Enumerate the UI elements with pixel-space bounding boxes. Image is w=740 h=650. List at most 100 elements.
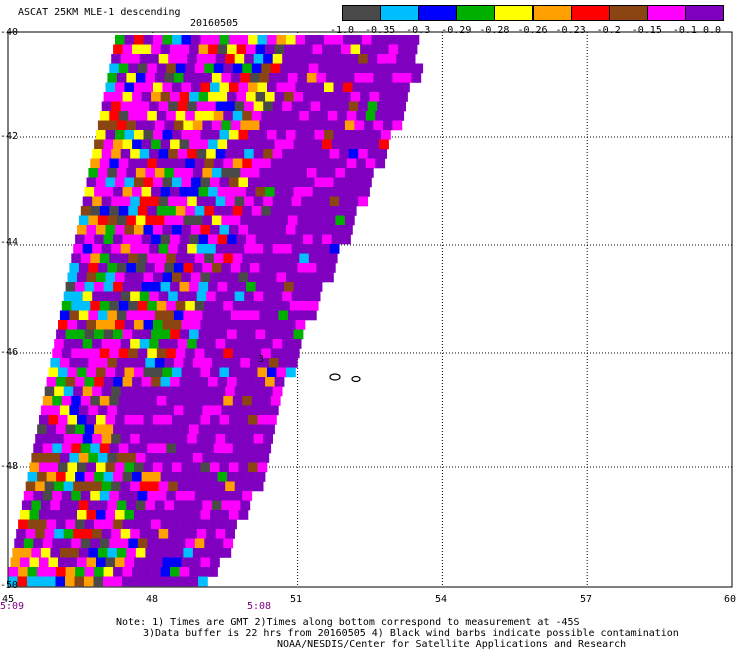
time-label-1: 5:09 [0, 601, 25, 612]
swath-cell [341, 234, 351, 245]
swath-cell [198, 519, 209, 530]
swath-cell [86, 510, 97, 520]
swath-cell [96, 557, 106, 568]
swath-cell [284, 282, 294, 292]
swath-cell [147, 158, 158, 169]
swath-cell [238, 177, 249, 188]
swath-cell [350, 92, 361, 102]
swath-cell [75, 377, 85, 387]
swath-cell [111, 291, 121, 302]
swath-cell [80, 206, 91, 216]
swath-cell [367, 149, 378, 159]
swath-cell [137, 491, 148, 501]
swath-cell [183, 215, 194, 226]
swath-cell [99, 348, 110, 359]
swath-cell [105, 272, 116, 283]
swath-cell [151, 187, 161, 197]
swath-cell [122, 377, 133, 387]
swath-cell [217, 282, 228, 292]
swath-cell [86, 320, 97, 330]
swath-cell [169, 576, 180, 587]
swath-cell [299, 158, 310, 169]
swath-cell [229, 462, 239, 473]
swath-cell [287, 168, 298, 178]
swath-cell [390, 35, 401, 45]
swath-cell [289, 253, 300, 264]
swath-cell [61, 443, 72, 454]
swath-cell [175, 396, 186, 406]
swath-cell [113, 92, 123, 102]
swath-cell [69, 358, 80, 368]
swath-cell [278, 263, 289, 273]
swath-cell [164, 453, 175, 463]
swath-cell [130, 101, 140, 112]
swath-cell [75, 424, 85, 435]
swath-cell [145, 73, 156, 83]
swath-cell [242, 206, 253, 216]
swath-cell [282, 291, 292, 302]
swath-cell [268, 405, 279, 416]
swath-cell [39, 557, 49, 568]
swath-cell [154, 263, 165, 273]
swath-cell [327, 158, 338, 169]
swath-cell [153, 320, 163, 330]
swath-cell [303, 234, 313, 245]
swath-cell [208, 329, 218, 340]
swath-cell [80, 491, 91, 501]
swath-cell [272, 196, 283, 207]
swath-cell [109, 396, 120, 406]
swath-cell [154, 500, 165, 511]
swath-cell [154, 453, 165, 463]
swath-cell [356, 111, 367, 121]
swath-cell [306, 310, 317, 321]
swath-cell [219, 510, 230, 520]
swath-cell [219, 462, 230, 473]
swath-cell [308, 253, 319, 264]
swath-cell [227, 234, 237, 245]
note-line-3: NOAA/NESDIS/Center for Satellite Applica… [277, 639, 627, 650]
swath-cell [208, 92, 218, 102]
swath-cell [126, 310, 137, 321]
swath-cell [280, 206, 291, 216]
swath-cell [185, 538, 196, 549]
swath-cell [257, 82, 268, 93]
swath-cell [248, 462, 258, 473]
swath-cell [398, 92, 408, 102]
swath-cell [97, 168, 108, 178]
swath-cell [172, 510, 182, 520]
swath-cell [143, 82, 154, 93]
swath-cell [111, 244, 121, 254]
swath-cell [303, 44, 313, 55]
swath-cell [78, 263, 89, 273]
swath-cell [132, 139, 142, 150]
swath-cell [325, 168, 336, 178]
swath-cell [177, 386, 188, 397]
swath-cell [211, 548, 222, 558]
swath-cell [293, 282, 304, 292]
swath-cell [52, 538, 63, 549]
swath-cell [251, 348, 262, 359]
swath-cell [116, 453, 127, 463]
swath-cell [162, 320, 173, 330]
swath-cell [255, 234, 266, 245]
swath-cell [196, 101, 207, 112]
swath-cell [156, 253, 167, 264]
swath-cell [126, 453, 137, 463]
swath-cell [253, 434, 264, 444]
swath-cell [329, 54, 340, 64]
swath-cell [164, 548, 175, 558]
swath-cell [139, 196, 150, 207]
swath-cell [88, 500, 99, 511]
swath-cell [153, 82, 163, 93]
swath-cell [272, 54, 283, 64]
swath-cell [164, 263, 175, 273]
swath-cell [407, 44, 418, 55]
swath-cell [183, 548, 194, 558]
swath-cell [118, 301, 129, 311]
swath-cell [248, 415, 258, 425]
swath-cell [293, 187, 304, 197]
lat-label-40: -40 [0, 27, 19, 38]
swath-cell [77, 462, 87, 473]
swath-cell [158, 291, 169, 302]
swath-cell [267, 82, 277, 93]
